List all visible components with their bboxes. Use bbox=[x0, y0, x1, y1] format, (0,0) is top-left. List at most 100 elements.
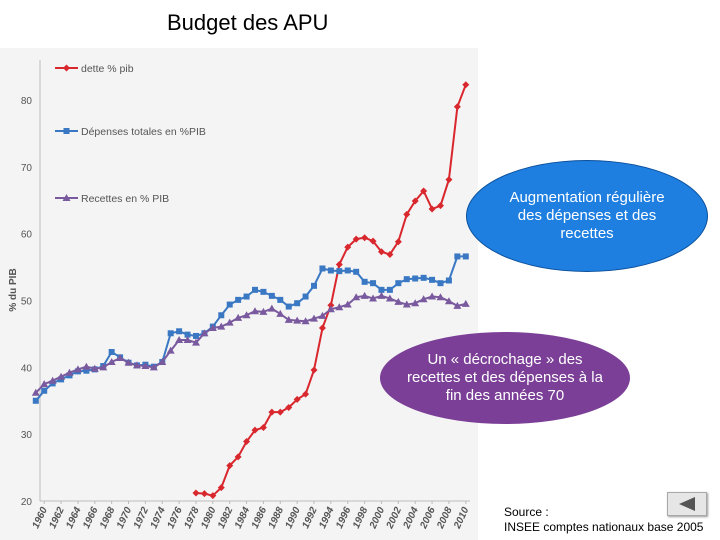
data-point-debt bbox=[259, 424, 267, 431]
source-label: Source : bbox=[504, 505, 549, 519]
data-point-revenue bbox=[385, 294, 394, 302]
data-point-spending bbox=[277, 296, 284, 303]
data-point-spending bbox=[395, 280, 402, 287]
data-point-spending bbox=[454, 253, 461, 260]
data-point-debt bbox=[394, 238, 402, 246]
x-tick-label: 2010 bbox=[452, 505, 472, 531]
data-point-revenue bbox=[48, 376, 57, 384]
data-point-debt bbox=[293, 395, 301, 403]
legend-label-debt: dette % pib bbox=[81, 63, 134, 75]
data-point-spending bbox=[108, 348, 115, 355]
series-debt bbox=[192, 81, 470, 500]
data-point-revenue bbox=[453, 301, 462, 309]
x-tick-label: 2000 bbox=[367, 505, 387, 531]
data-point-debt bbox=[377, 248, 385, 256]
data-point-debt bbox=[428, 205, 436, 213]
data-point-revenue bbox=[276, 309, 285, 317]
source-note: Source : INSEE comptes nationaux base 20… bbox=[504, 505, 703, 535]
data-point-revenue bbox=[191, 338, 200, 346]
data-point-revenue bbox=[99, 363, 108, 371]
annotation-rising-spending-text: Augmentation régulière des dépenses et d… bbox=[509, 189, 665, 242]
data-point-debt bbox=[302, 390, 310, 398]
y-tick-label: 80 bbox=[21, 96, 33, 107]
data-point-revenue bbox=[200, 329, 209, 337]
data-point-revenue bbox=[301, 317, 310, 325]
data-point-revenue bbox=[411, 299, 420, 307]
slide-title: Budget des APU bbox=[167, 10, 329, 35]
data-point-revenue bbox=[318, 311, 327, 319]
data-point-revenue bbox=[158, 358, 167, 366]
back-button[interactable] bbox=[667, 492, 707, 516]
data-point-debt bbox=[411, 197, 419, 205]
data-point-debt bbox=[268, 408, 276, 416]
data-point-revenue bbox=[428, 292, 437, 300]
y-tick-label: 30 bbox=[21, 430, 33, 441]
data-point-debt bbox=[327, 301, 335, 309]
data-point-spending bbox=[302, 293, 309, 300]
data-point-revenue bbox=[310, 314, 319, 322]
data-point-revenue bbox=[124, 358, 133, 366]
data-point-revenue bbox=[82, 362, 91, 370]
data-point-revenue bbox=[267, 304, 276, 312]
legend-marker-revenue bbox=[62, 194, 71, 201]
data-point-spending bbox=[370, 280, 377, 287]
data-point-revenue bbox=[394, 297, 403, 305]
data-point-revenue bbox=[183, 335, 192, 343]
data-point-spending bbox=[378, 286, 385, 293]
legend-label-revenue: Recettes en % PIB bbox=[81, 193, 169, 205]
data-point-revenue bbox=[436, 293, 445, 301]
data-point-spending bbox=[437, 280, 444, 287]
data-point-revenue bbox=[65, 368, 74, 376]
data-point-spending bbox=[319, 265, 326, 272]
data-point-spending bbox=[41, 387, 48, 394]
data-point-debt bbox=[310, 366, 318, 374]
y-axis-label: % du PIB bbox=[8, 268, 19, 311]
data-point-debt bbox=[200, 490, 208, 498]
annotation-rising-spending: Augmentation régulière des dépenses et d… bbox=[466, 160, 708, 272]
data-point-debt bbox=[386, 250, 394, 258]
data-point-revenue bbox=[57, 372, 66, 380]
data-point-revenue bbox=[343, 300, 352, 308]
data-point-revenue bbox=[444, 297, 453, 305]
data-point-revenue bbox=[419, 295, 428, 303]
data-point-debt bbox=[318, 324, 326, 332]
data-point-spending bbox=[268, 292, 275, 299]
data-point-revenue bbox=[90, 364, 99, 372]
y-tick-label: 70 bbox=[21, 163, 33, 174]
data-point-debt bbox=[361, 234, 369, 242]
data-point-revenue bbox=[326, 305, 335, 313]
data-point-debt bbox=[436, 202, 444, 210]
data-point-spending bbox=[412, 275, 419, 282]
data-point-spending bbox=[184, 331, 191, 338]
y-tick-label: 40 bbox=[21, 363, 33, 374]
data-point-revenue bbox=[132, 361, 141, 369]
legend-marker-spending bbox=[63, 128, 70, 134]
data-point-debt bbox=[209, 492, 217, 500]
data-point-spending bbox=[462, 253, 469, 260]
data-point-debt bbox=[243, 438, 251, 446]
data-point-debt bbox=[445, 176, 453, 184]
data-point-spending bbox=[218, 312, 225, 319]
source-text: INSEE comptes nationaux base 2005 bbox=[504, 520, 704, 534]
data-point-revenue bbox=[369, 294, 378, 302]
data-point-spending bbox=[176, 328, 183, 335]
data-point-revenue bbox=[259, 307, 268, 315]
data-point-debt bbox=[335, 260, 343, 268]
data-point-revenue bbox=[225, 318, 234, 326]
data-point-spending bbox=[235, 296, 242, 303]
data-point-revenue bbox=[31, 388, 40, 396]
series-revenue bbox=[31, 291, 470, 396]
data-point-revenue bbox=[335, 303, 344, 311]
data-point-revenue bbox=[116, 354, 125, 362]
data-point-debt bbox=[352, 235, 360, 243]
data-point-spending bbox=[361, 278, 368, 285]
data-point-revenue bbox=[40, 380, 49, 388]
y-tick-label: 60 bbox=[21, 230, 33, 241]
x-tick-label: 2004 bbox=[401, 505, 421, 531]
data-point-spending bbox=[83, 367, 90, 374]
data-point-revenue bbox=[107, 358, 116, 366]
data-point-spending bbox=[336, 268, 343, 275]
data-point-spending bbox=[445, 277, 452, 284]
data-point-revenue bbox=[293, 316, 302, 324]
data-point-debt bbox=[192, 489, 200, 497]
